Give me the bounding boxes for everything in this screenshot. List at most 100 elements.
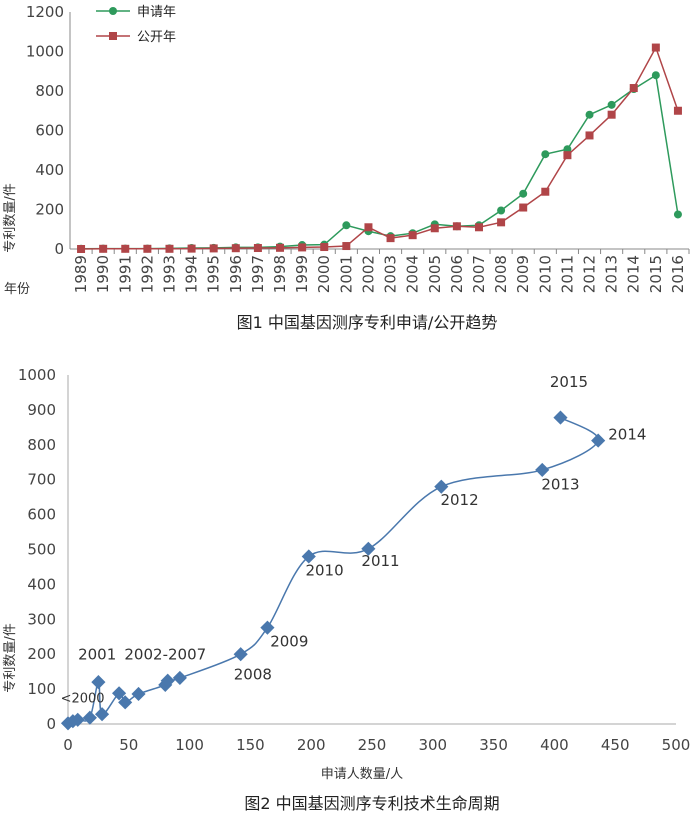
chart2-caption: 图2 中国基因测序专利技术生命周期 [244, 794, 499, 813]
chart2-ytick-label: 800 [27, 436, 56, 454]
chart2-xtick-label: 250 [358, 736, 387, 754]
chart2-ytick-label: 600 [27, 506, 56, 524]
chart2-ytick-label: 900 [27, 401, 56, 419]
chart1-point [143, 244, 152, 253]
chart2-annotation: 2008 [234, 665, 272, 683]
chart1-ylabel: 专利数量/件 [3, 183, 18, 252]
chart2-ytick-label: 0 [46, 715, 56, 733]
chart1-point [77, 245, 86, 253]
chart2-point [591, 433, 606, 448]
chart1-point [209, 244, 218, 253]
chart1-point [585, 110, 594, 119]
chart2-annotation: 2001 [78, 645, 116, 663]
chart2-ytick-label: 100 [27, 680, 56, 698]
chart1-point [408, 231, 417, 240]
chart1-xtick-label: 2015 [647, 255, 665, 293]
chart2-xtick-label: 350 [479, 736, 508, 754]
patent-lifecycle-chart: 0 100 200 300 400 500 600 700 800 900 1000 0 50 100 15… [3, 366, 691, 813]
chart1-xtick-label: 2013 [603, 255, 621, 293]
chart1-xtick-label: 1994 [183, 255, 201, 293]
chart1-point [298, 243, 307, 252]
chart1-xtick-label: 2001 [337, 255, 355, 293]
chart1-xtick-label: 2014 [625, 255, 643, 293]
chart1-xtick-label: 2004 [404, 255, 422, 293]
chart2-point [535, 462, 550, 477]
chart2-xtick-label: 150 [236, 736, 265, 754]
chart1-point [563, 151, 572, 160]
chart2-axes: 0 100 200 300 400 500 600 700 800 900 1000 0 50 100 15… [18, 366, 691, 754]
chart1-xlabel: 年份 [4, 282, 30, 297]
chart2-xtick-label: 200 [297, 736, 326, 754]
chart2-xtick-label: 0 [63, 736, 73, 754]
chart1-xtick-label: 2000 [315, 255, 333, 293]
chart1-point [629, 84, 638, 93]
chart1-point [673, 210, 682, 219]
chart2-annotation: 2002-2007 [124, 645, 206, 663]
chart1-point [607, 100, 616, 109]
chart2-point [434, 479, 449, 494]
chart1-xtick-label: 2003 [382, 255, 400, 293]
chart1-ytick-label: 1200 [26, 3, 64, 21]
chart1-xtick-label: 1996 [227, 255, 245, 293]
chart1-xtick-label: 2007 [470, 255, 488, 293]
chart2-ytick-label: 200 [27, 645, 56, 663]
chart2-point [131, 686, 146, 702]
chart1-point [187, 244, 196, 253]
chart2-annotations: <2000 2001 2002-2007 2008 2009 2010 2011 2012 20… [61, 373, 647, 706]
chart1-point [231, 244, 240, 253]
chart1-point [607, 110, 616, 119]
chart1-point [651, 43, 660, 52]
chart1-point [165, 244, 174, 253]
chart1-xtick-label: 1998 [271, 255, 289, 293]
chart1-point [253, 244, 262, 253]
chart1-legend-marker [109, 7, 117, 15]
chart1-point [541, 187, 550, 196]
chart2-xtick-label: 50 [119, 736, 138, 754]
chart2-xtick-label: 400 [540, 736, 569, 754]
chart1-xtick-label: 1997 [249, 255, 267, 293]
chart1-point [121, 244, 130, 253]
chart2-xlabel: 申请人数量/人 [321, 767, 403, 782]
chart2-xtick-label: 100 [175, 736, 204, 754]
chart1-point [541, 150, 550, 159]
chart2-xtick-label: 500 [662, 736, 691, 754]
chart1-series-line [81, 45, 679, 250]
chart1-point [474, 223, 483, 232]
chart1-point [519, 189, 528, 198]
chart2-annotation: 2009 [270, 633, 308, 651]
chart2-point [70, 712, 85, 727]
chart1-point [99, 244, 108, 253]
chart2-point [82, 710, 97, 725]
chart1-ytick-label: 1000 [26, 43, 64, 61]
chart1-legend-label: 申请年 [137, 5, 176, 20]
chart1-ytick-label: 0 [54, 240, 64, 258]
chart1-point [342, 221, 351, 230]
chart2-annotation: 2011 [361, 552, 399, 570]
chart1-xtick-label: 2002 [359, 255, 377, 293]
chart2-annotation: 2014 [608, 426, 646, 444]
chart1-xtick-label: 2005 [426, 255, 444, 293]
chart2-xtick-label: 450 [601, 736, 630, 754]
chart2-ytick-label: 1000 [18, 366, 56, 384]
chart1-xtick-label: 1995 [205, 255, 223, 293]
chart1-xtick-label: 1990 [94, 255, 112, 293]
chart1-point [452, 222, 461, 231]
chart2-annotation: 2012 [440, 491, 478, 509]
chart1-xtick-label: 2011 [558, 255, 576, 293]
chart1-series [77, 43, 682, 253]
chart2-ylabel: 专利数量/件 [3, 623, 18, 692]
chart1-series-line [81, 73, 679, 250]
chart2-xtick-label: 300 [418, 736, 447, 754]
chart2-point [91, 675, 106, 690]
chart1-point [364, 223, 373, 232]
chart1-legend-label: 公开年 [137, 30, 176, 45]
chart1-ytick-label: 800 [35, 82, 64, 100]
chart1-point [430, 224, 439, 233]
chart1-xtick-label: 2012 [581, 255, 599, 293]
chart2-point [172, 670, 187, 686]
chart1-xtick-label: 1993 [160, 255, 178, 293]
chart1-xtick-label: 2008 [492, 255, 510, 293]
chart2-point [361, 541, 376, 556]
